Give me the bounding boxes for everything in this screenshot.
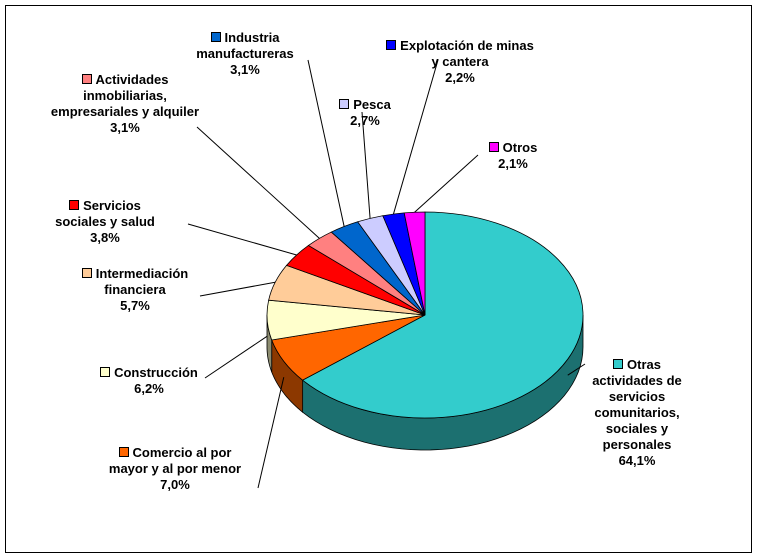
data-label: Comercio al por mayor y al por menor 7,0% [100, 445, 250, 493]
leader-line [196, 126, 320, 239]
legend-key [613, 359, 624, 369]
category-label: Construcción [114, 365, 198, 380]
legend-key [69, 200, 80, 210]
leader-line [567, 363, 586, 376]
data-label: Pesca 2,7% [325, 97, 405, 129]
value-label: 3,8% [90, 230, 120, 245]
legend-key [488, 142, 499, 152]
pie-slice [301, 211, 584, 419]
value-label: 7,0% [160, 477, 190, 492]
value-label: 6,2% [134, 381, 164, 396]
value-label: 5,7% [120, 298, 150, 313]
leader-line [361, 111, 371, 219]
leader-line [414, 154, 479, 213]
category-label: Otros [502, 140, 538, 155]
data-label: Servicios sociales y salud 3,8% [45, 198, 165, 246]
legend-key [386, 40, 397, 50]
leader-line [257, 377, 285, 489]
category-label: Pesca [353, 97, 391, 112]
data-label: Construcción 6,2% [84, 365, 214, 397]
value-label: 2,7% [350, 113, 380, 128]
data-label: Industria manufactureras 3,1% [165, 30, 325, 78]
category-label: Explotación de minas y cantera [400, 38, 534, 69]
category-label: Actividades inmobiliarias, empresariales… [50, 72, 200, 119]
legend-key [339, 99, 350, 109]
leader-line [392, 59, 439, 215]
data-label: Otros 2,1% [478, 140, 548, 172]
category-label: Otras actividades de servicios comunitar… [592, 357, 682, 452]
category-label: Servicios sociales y salud [55, 198, 155, 229]
leader-line [187, 223, 297, 256]
leader-line [307, 59, 345, 227]
value-label: 3,1% [230, 62, 260, 77]
value-label: 64,1% [618, 453, 656, 468]
value-label: 3,1% [110, 120, 140, 135]
value-label: 2,2% [445, 70, 475, 85]
data-label: Explotación de minas y cantera 2,2% [385, 38, 535, 86]
leader-line [199, 281, 276, 297]
category-label: Comercio al por mayor y al por menor [108, 445, 242, 476]
legend-key [210, 32, 221, 42]
data-label: Intermediación financiera 5,7% [60, 266, 210, 314]
legend-key [81, 268, 92, 278]
data-label: Otras actividades de servicios comunitar… [578, 357, 696, 469]
legend-key [100, 367, 111, 377]
data-label: Actividades inmobiliarias, empresariales… [50, 72, 200, 136]
legend-key [118, 447, 129, 457]
category-label: Industria manufactureras [196, 30, 294, 61]
value-label: 2,1% [498, 156, 528, 171]
category-label: Intermediación financiera [95, 266, 189, 297]
legend-key [81, 74, 92, 84]
leader-line [204, 335, 268, 379]
